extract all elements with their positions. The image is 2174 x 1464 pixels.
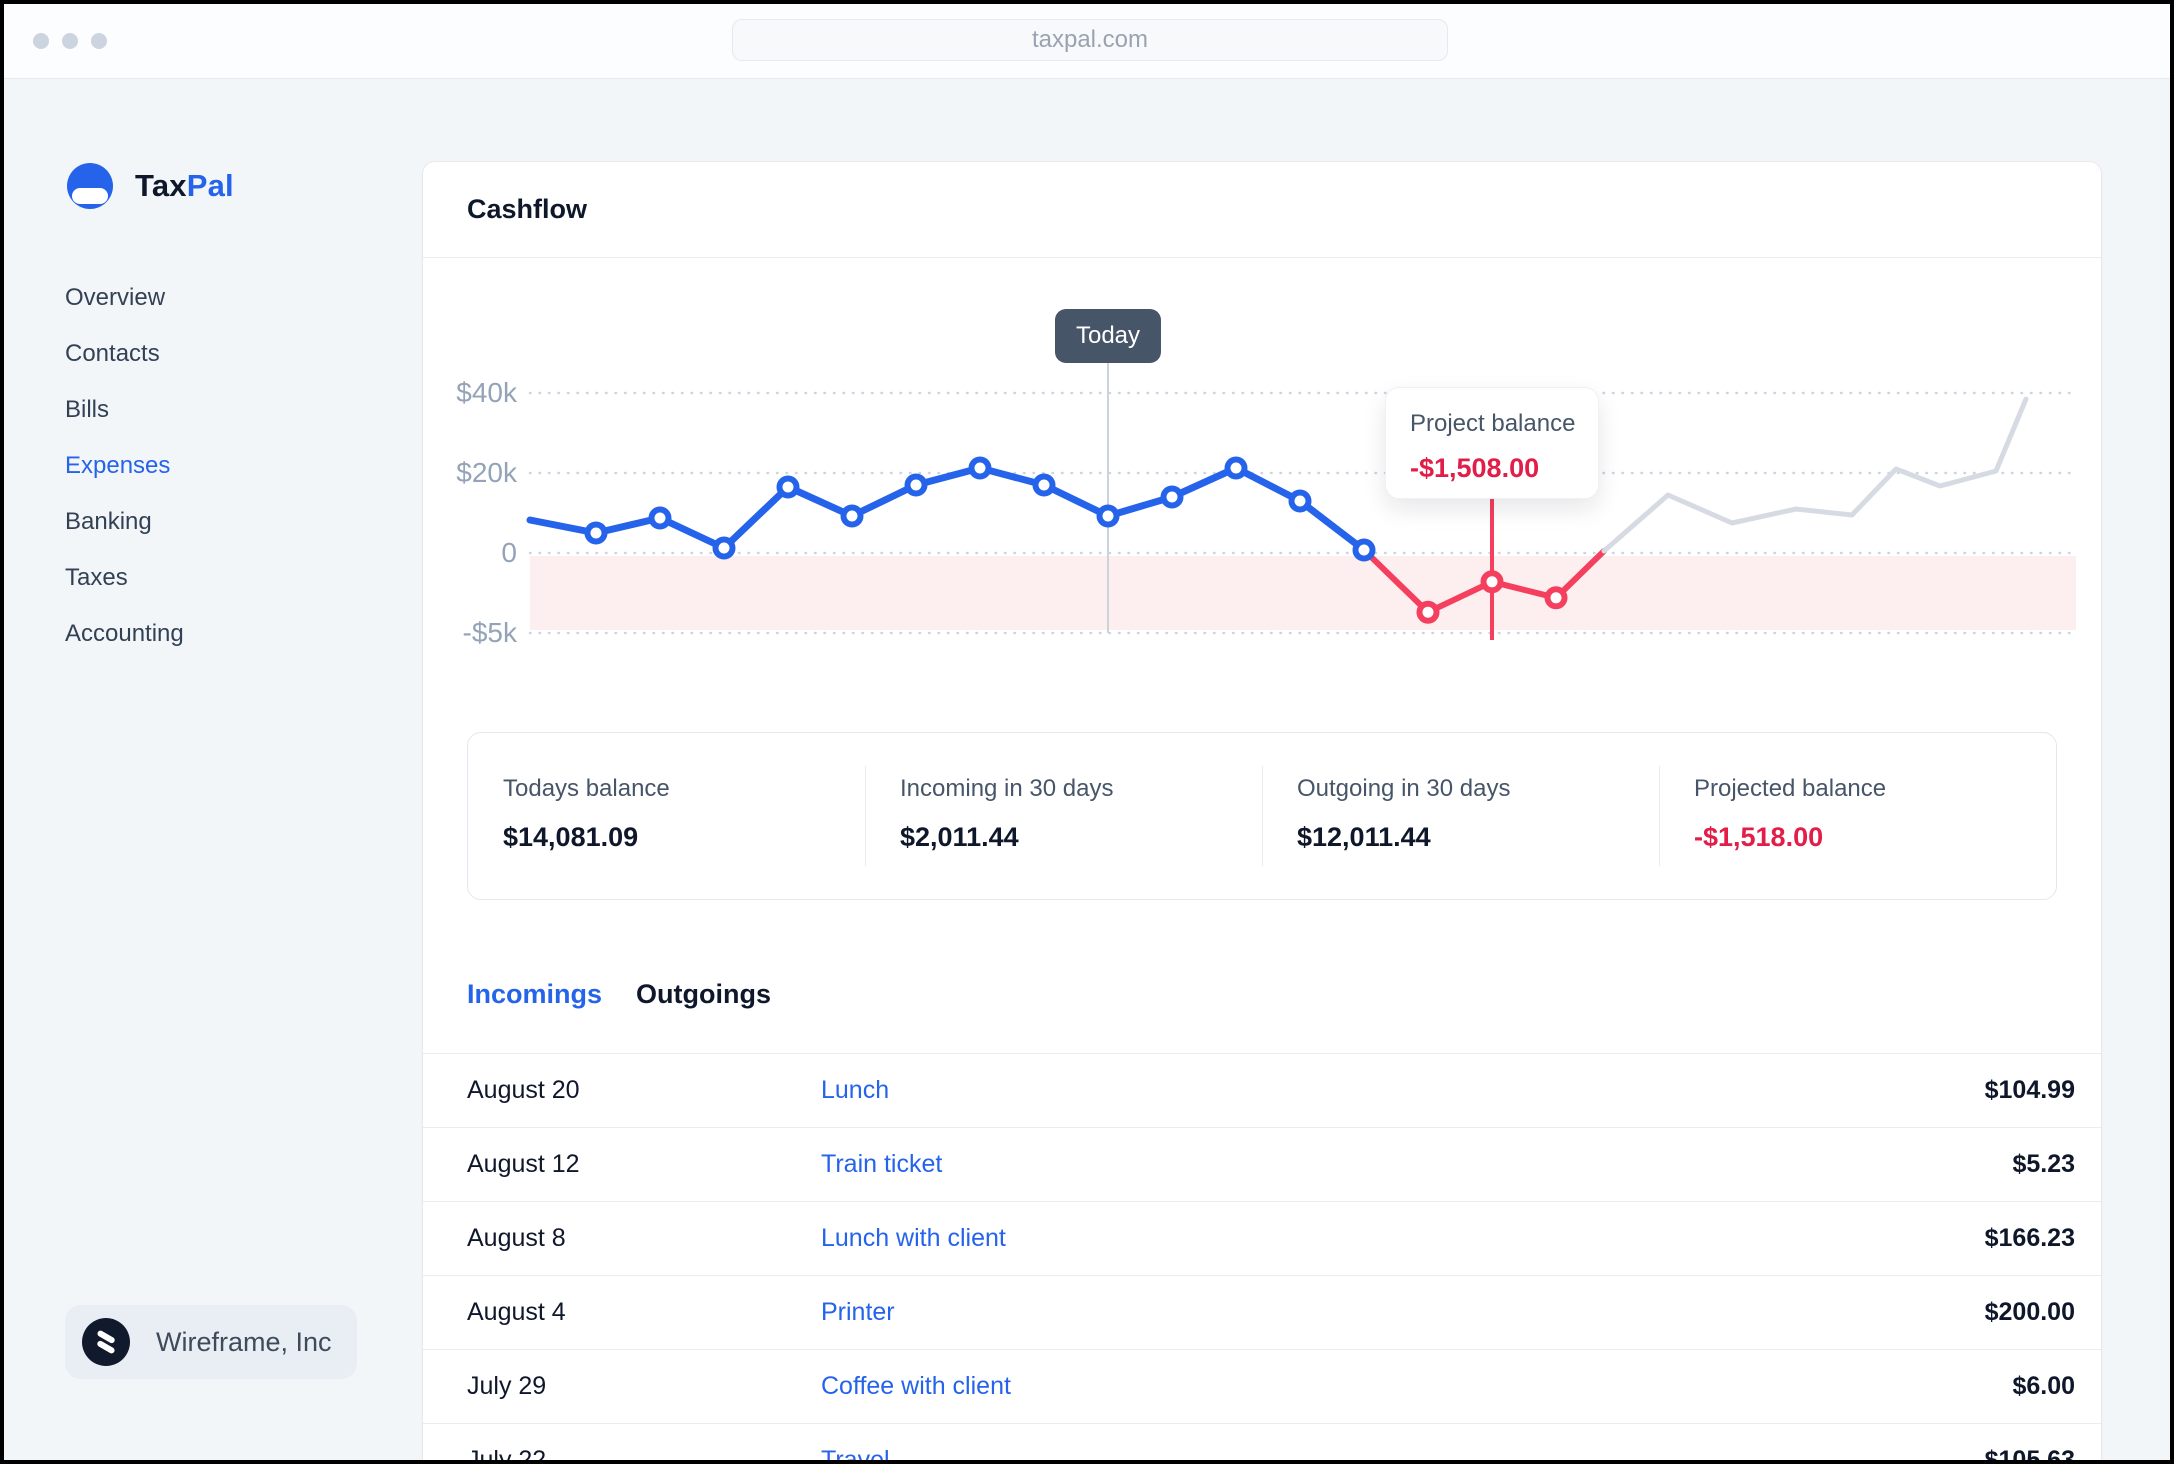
sidebar-nav: Overview Contacts Bills Expenses Banking Taxe…: [65, 283, 184, 649]
table-row[interactable]: August 4 Printer $200.00: [423, 1275, 2101, 1349]
transaction-date: August 8: [467, 1224, 566, 1252]
transaction-link[interactable]: Lunch with client: [821, 1224, 1006, 1252]
cashflow-panel: Cashflow $40k $20k 0 -$5k Today Project bal…: [423, 162, 2101, 1464]
transaction-amount: $104.99: [1984, 1076, 2075, 1104]
today-badge: Today: [1054, 309, 1162, 363]
sidebar-item-bills[interactable]: Bills: [65, 396, 110, 423]
transaction-link[interactable]: Lunch: [821, 1076, 890, 1104]
cashflow-chart-svg: $40k $20k 0 -$5k: [456, 363, 2078, 648]
panel-header: Cashflow: [423, 162, 2101, 258]
table-row[interactable]: August 20 Lunch $104.99: [423, 1053, 2101, 1127]
table-row[interactable]: August 12 Train ticket $5.23: [423, 1127, 2101, 1201]
svg-text:$20k: $20k: [456, 457, 518, 488]
window-control-dot: [33, 33, 49, 49]
transaction-link[interactable]: Train ticket: [821, 1150, 943, 1178]
stat-label: Incoming in 30 days: [900, 775, 1114, 802]
stat-card: Todays balance $14,081.09: [468, 733, 865, 899]
sidebar-item-banking[interactable]: Banking: [65, 508, 152, 535]
stat-value: $14,081.09: [503, 822, 639, 852]
stat-card: Outgoing in 30 days $12,011.44: [1262, 733, 1659, 899]
transaction-date: July 22: [467, 1446, 547, 1464]
tab-outgoings[interactable]: Outgoings: [636, 979, 771, 1009]
transaction-date: August 4: [467, 1298, 566, 1326]
org-switcher[interactable]: Wireframe, Inc: [65, 1305, 357, 1379]
tab-incomings[interactable]: Incomings: [467, 979, 603, 1009]
svg-text:$40k: $40k: [456, 377, 518, 408]
stat-value: -$1,518.00: [1694, 822, 1824, 852]
cashflow-chart[interactable]: $40k $20k 0 -$5k Today Project balance -$1,…: [423, 258, 2101, 710]
stat-label: Outgoing in 30 days: [1297, 775, 1511, 802]
org-avatar-icon: [82, 1318, 130, 1366]
svg-text:0: 0: [501, 537, 517, 568]
project-balance-tooltip: Project balance -$1,508.00: [1385, 387, 1599, 499]
stat-label: Todays balance: [503, 775, 670, 802]
table-row[interactable]: July 22 Travel $105.63: [423, 1423, 2101, 1464]
sidebar-item-overview[interactable]: Overview: [65, 284, 166, 311]
org-name: Wireframe, Inc: [156, 1326, 332, 1357]
stat-card: Incoming in 30 days $2,011.44: [865, 733, 1262, 899]
stat-value: $12,011.44: [1297, 822, 1431, 852]
brand-logo: TaxPal: [67, 163, 234, 209]
table-row[interactable]: July 29 Coffee with client $6.00: [423, 1349, 2101, 1423]
transaction-amount: $105.63: [1984, 1446, 2075, 1464]
window-controls: [33, 33, 107, 49]
browser-topbar: taxpal.com: [0, 0, 2174, 79]
stat-card: Projected balance -$1,518.00: [1659, 733, 2056, 899]
transaction-link[interactable]: Printer: [821, 1298, 895, 1326]
transaction-link[interactable]: Coffee with client: [821, 1372, 1011, 1400]
transaction-date: July 29: [467, 1372, 547, 1400]
project-balance-value: -$1,508.00: [1410, 453, 1540, 483]
sidebar-item-taxes[interactable]: Taxes: [65, 564, 128, 591]
stat-label: Projected balance: [1694, 775, 1887, 802]
window-control-dot: [91, 33, 107, 49]
address-bar[interactable]: taxpal.com: [732, 19, 1448, 61]
transaction-link[interactable]: Travel: [821, 1446, 890, 1464]
transactions-table: August 20 Lunch $104.99 August 12 Train tick…: [423, 1053, 2101, 1464]
project-balance-title: Project balance: [1410, 410, 1576, 437]
sidebar-item-contacts[interactable]: Contacts: [65, 340, 160, 367]
transaction-amount: $200.00: [1984, 1298, 2075, 1326]
brand-name: TaxPal: [135, 168, 234, 203]
sidebar-item-accounting[interactable]: Accounting: [65, 620, 184, 647]
taxpal-logo-icon: [67, 163, 113, 209]
sidebar-item-expenses[interactable]: Expenses: [65, 452, 171, 479]
transaction-amount: $166.23: [1984, 1224, 2075, 1252]
transaction-date: August 20: [467, 1076, 580, 1104]
svg-text:-$5k: -$5k: [463, 617, 518, 648]
transactions-tabs: Incomings Outgoings: [467, 979, 771, 1010]
transaction-amount: $6.00: [2012, 1372, 2075, 1400]
table-row[interactable]: August 8 Lunch with client $166.23: [423, 1201, 2101, 1275]
transaction-date: August 12: [467, 1150, 580, 1178]
window-control-dot: [62, 33, 78, 49]
address-bar-url: taxpal.com: [1031, 26, 1149, 53]
stat-value: $2,011.44: [900, 822, 1019, 852]
panel-title: Cashflow: [467, 194, 588, 224]
stats-strip: Todays balance $14,081.09 Incoming in 30 d…: [467, 732, 2057, 900]
transaction-amount: $5.23: [2012, 1150, 2075, 1178]
